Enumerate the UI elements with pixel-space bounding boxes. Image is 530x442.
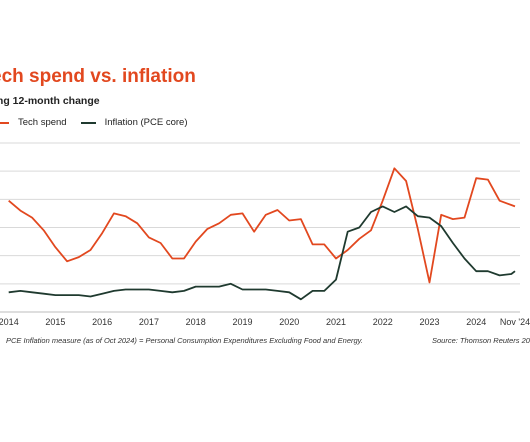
legend-label-tech-spend: Tech spend (18, 117, 67, 128)
legend-item-inflation: Inflation (PCE core) (80, 117, 188, 128)
x-tick-label: 2024 (466, 317, 486, 327)
chart-title: ech spend vs. inflation (0, 66, 196, 87)
grid-layer (0, 142, 520, 313)
footnote-definition: PCE Inflation measure (as of Oct 2024) =… (6, 336, 363, 345)
chart-legend: Tech spend Inflation (PCE core) (0, 117, 202, 128)
footnote-source: Source: Thomson Reuters 20 (432, 336, 530, 345)
legend-swatch-tech-spend (0, 121, 9, 124)
x-tick-label: 2017 (139, 317, 159, 327)
series-line-inflation (8, 205, 516, 301)
x-tick-label: 2020 (279, 317, 299, 327)
series-layer (8, 167, 516, 301)
x-tick-label: 2015 (45, 317, 65, 327)
x-tick-label: 2016 (92, 317, 112, 327)
x-tick-label: 2022 (373, 317, 393, 327)
series-line-tech-spend (8, 167, 516, 284)
legend-swatch-inflation (80, 121, 96, 124)
chart-subtitle: ing 12-month change (0, 95, 100, 107)
x-tick-label: 2019 (232, 317, 252, 327)
legend-item-tech-spend: Tech spend (0, 117, 67, 128)
legend-label-inflation: Inflation (PCE core) (104, 117, 188, 128)
x-tick-label: 2023 (419, 317, 439, 327)
x-tick-label: 2021 (326, 317, 346, 327)
x-axis: 2014 2015 2016 2017 2018 2019 2020 2021 2022 2023… (0, 317, 530, 327)
x-tick-label: 2018 (186, 317, 206, 327)
x-tick-label: Nov '24 (500, 317, 530, 327)
x-tick-label: 2014 (0, 317, 19, 327)
